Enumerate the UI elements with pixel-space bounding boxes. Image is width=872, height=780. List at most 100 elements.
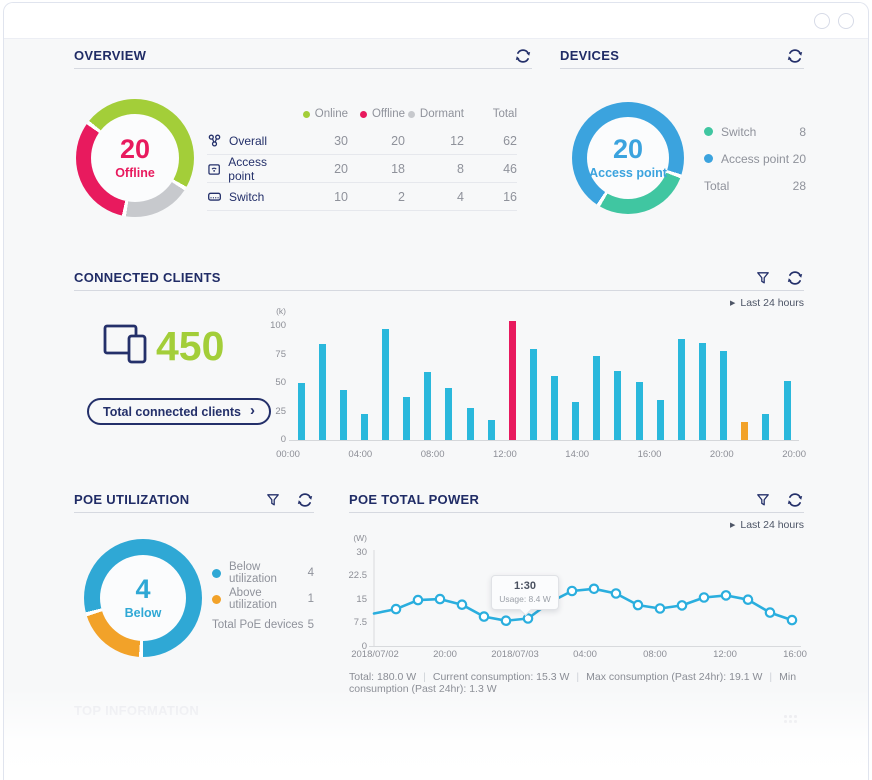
poe-utilization-legend: Below utilization 4 Above utilization 1 Tota… <box>212 560 314 638</box>
column-header: Online <box>293 108 348 120</box>
total-clients-value: 450 <box>156 323 225 369</box>
table-row: Switch 10 2 4 16 <box>207 183 517 211</box>
legend-value: 20 <box>792 151 806 166</box>
bar[interactable] <box>593 355 601 440</box>
window-control-icon[interactable] <box>838 13 854 29</box>
bar-chart-plot <box>289 321 799 441</box>
table-cell: 4 <box>457 189 464 204</box>
bar[interactable] <box>677 338 685 440</box>
bar[interactable] <box>529 348 537 440</box>
legend-item: Total 28 <box>704 172 806 199</box>
app-window: OVERVIEW 20 Offline Online Offline Dormant… <box>3 2 869 780</box>
next-section-title: TOP INFORMATION <box>74 703 200 718</box>
overview-title: OVERVIEW <box>74 48 147 63</box>
column-header: Dormant <box>405 108 464 120</box>
legend-label: Switch <box>721 124 757 139</box>
time-range-label: Last 24 hours <box>740 519 804 531</box>
line-chart-plot <box>369 550 801 647</box>
column-header: Total <box>492 108 517 120</box>
more-options-icon[interactable] <box>784 715 799 725</box>
legend-value: 28 <box>792 178 806 193</box>
refresh-icon[interactable] <box>786 47 804 65</box>
power-stat: Total: 180.0 W <box>349 671 417 683</box>
bar[interactable] <box>762 413 770 440</box>
line-chart-unit: (W) <box>353 533 367 543</box>
bar[interactable] <box>339 389 347 440</box>
bar[interactable] <box>445 387 453 440</box>
window-titlebar <box>4 3 868 39</box>
bar[interactable] <box>720 351 728 440</box>
refresh-icon[interactable] <box>786 491 804 509</box>
bar[interactable] <box>487 419 495 440</box>
connected-clients-bar-chart[interactable]: (k) 100 75 50 25 0 00:00 04:00 08:00 12:00 14:00… <box>250 303 806 468</box>
overall-icon <box>207 133 222 148</box>
bar[interactable] <box>614 370 622 440</box>
power-stats-bar: Total: 180.0 W | Current consumption: 15.3… <box>349 671 819 695</box>
bar[interactable] <box>635 381 643 440</box>
row-label: Overall <box>229 133 268 148</box>
poe-total-power-line-chart[interactable]: (W) 30 22.5 15 7.5 0 2018/07/02 20:00 2018/07/… <box>334 531 807 671</box>
bar[interactable] <box>572 402 580 440</box>
status-dot-icon <box>359 110 367 118</box>
legend-value: 1 <box>307 593 314 605</box>
button-label: Total connected clients <box>103 404 241 419</box>
time-range-selector[interactable]: ▶ Last 24 hours <box>604 297 804 309</box>
bar[interactable] <box>424 371 432 440</box>
poe-utilization-donut-chart[interactable]: 4 Below <box>84 539 202 657</box>
devices-legend: Switch 8 Access point 20 Total 28 <box>704 118 806 199</box>
legend-dot-icon <box>212 568 221 578</box>
overview-donut-center: 20 Offline <box>76 99 194 217</box>
filter-icon[interactable] <box>265 492 281 508</box>
bar[interactable] <box>297 383 305 440</box>
total-connected-clients-button[interactable]: Total connected clients › <box>87 398 271 425</box>
table-cell: 10 <box>334 189 348 204</box>
table-header-row: Online Offline Dormant Total <box>207 101 517 127</box>
time-range-selector[interactable]: ▶ Last 24 hours <box>604 519 804 531</box>
overview-donut-chart[interactable]: 20 Offline <box>76 99 194 217</box>
window-control-icon[interactable] <box>814 13 830 29</box>
devices-header: DEVICES <box>560 43 804 69</box>
bar[interactable] <box>508 321 516 440</box>
legend-value: 8 <box>799 124 806 139</box>
stat-divider: | <box>769 671 773 683</box>
legend-item: Below utilization 4 <box>212 560 314 586</box>
row-label: Switch <box>229 189 265 204</box>
status-dot-icon <box>407 110 415 118</box>
poe-donut-value: 4 <box>135 574 151 604</box>
table-cell: 62 <box>503 133 517 148</box>
table-cell: 20 <box>334 162 348 176</box>
poe-total-power-title: POE TOTAL POWER <box>349 492 480 507</box>
connected-clients-header: CONNECTED CLIENTS <box>74 265 804 291</box>
poe-utilization-title: POE UTILIZATION <box>74 492 190 507</box>
bar[interactable] <box>551 376 559 440</box>
bar[interactable] <box>783 380 791 440</box>
triangle-icon: ▶ <box>729 521 736 529</box>
table-cell: 12 <box>450 133 464 148</box>
devices-donut-chart[interactable]: 20 Access point <box>572 102 684 214</box>
status-dot-icon <box>302 110 310 118</box>
legend-dot-icon <box>704 127 713 136</box>
tooltip-value: Usage: 8.4 W <box>499 594 551 604</box>
power-stat: Max consumption (Past 24hr): 19.1 W <box>586 671 763 683</box>
bar[interactable] <box>360 413 368 440</box>
refresh-icon[interactable] <box>296 491 314 509</box>
refresh-icon[interactable] <box>786 269 804 287</box>
filter-icon[interactable] <box>755 270 771 286</box>
bar[interactable] <box>699 343 706 440</box>
bar[interactable] <box>382 329 389 440</box>
bar[interactable] <box>466 408 474 440</box>
time-range-label: Last 24 hours <box>740 297 804 309</box>
refresh-icon[interactable] <box>514 47 532 65</box>
poe-utilization-header: POE UTILIZATION <box>74 487 314 513</box>
bar[interactable] <box>656 400 664 440</box>
table-cell: 46 <box>503 162 517 176</box>
table-row: Access point 20 18 8 46 <box>207 155 517 183</box>
overview-table: Online Offline Dormant Total Overall 30 20 12 62… <box>207 101 517 211</box>
filter-icon[interactable] <box>755 492 771 508</box>
legend-value: 5 <box>307 619 314 631</box>
bar[interactable] <box>741 421 749 440</box>
devices-donut-value: 20 <box>612 134 644 164</box>
bar[interactable] <box>403 396 411 440</box>
bar[interactable] <box>318 344 326 440</box>
table-cell: 20 <box>391 133 405 148</box>
